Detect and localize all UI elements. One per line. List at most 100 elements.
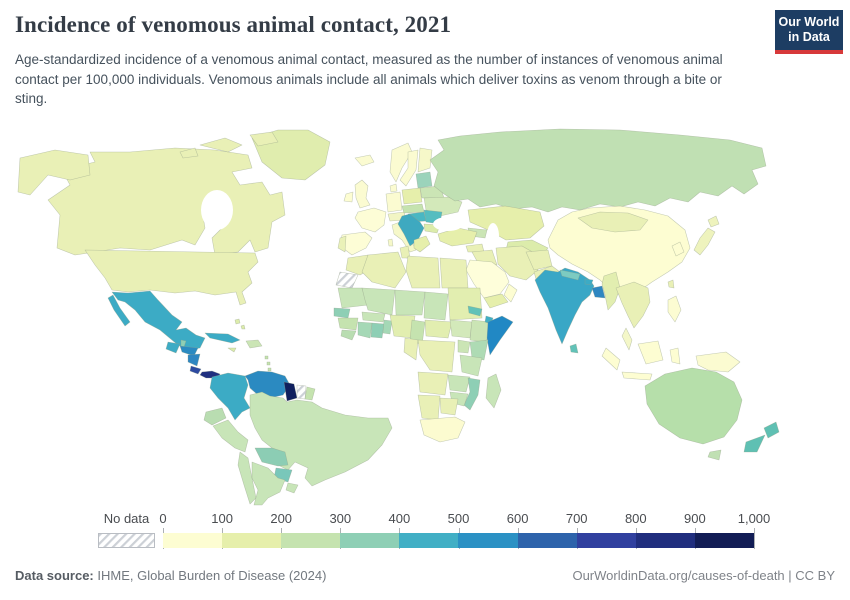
country-senegal[interactable] bbox=[333, 307, 351, 319]
country-denmark[interactable] bbox=[389, 183, 398, 193]
country-angola[interactable] bbox=[417, 371, 449, 396]
country-chile[interactable] bbox=[237, 451, 257, 505]
country-suriname[interactable] bbox=[296, 384, 307, 400]
country-egypt[interactable] bbox=[439, 257, 469, 289]
country-malaysia[interactable] bbox=[621, 327, 633, 351]
country-se-asia[interactable] bbox=[615, 281, 651, 329]
country-sri-lanka[interactable] bbox=[569, 343, 579, 354]
legend-bin-700-800[interactable] bbox=[576, 533, 636, 548]
country-bangladesh[interactable] bbox=[591, 285, 606, 299]
legend-bin-600-700[interactable] bbox=[517, 533, 577, 548]
country-uk[interactable] bbox=[354, 179, 371, 209]
country-indonesia[interactable] bbox=[601, 340, 681, 381]
country-bhutan[interactable] bbox=[584, 278, 594, 286]
country-uruguay[interactable] bbox=[285, 482, 299, 494]
country-canada-arctic-islands[interactable] bbox=[179, 131, 279, 159]
country-zambia[interactable] bbox=[447, 374, 471, 393]
country-burkina[interactable] bbox=[361, 311, 386, 323]
license-link[interactable]: OurWorldinData.org/causes-of-death | CC … bbox=[572, 568, 835, 583]
country-somalia[interactable] bbox=[486, 315, 514, 356]
country-papua-new-guinea[interactable] bbox=[695, 351, 741, 373]
country-norway[interactable] bbox=[389, 142, 413, 183]
country-korea[interactable] bbox=[671, 241, 685, 257]
legend-bin-800-900[interactable] bbox=[635, 533, 695, 548]
country-drc[interactable] bbox=[417, 339, 456, 373]
country-usa-alaska[interactable] bbox=[17, 149, 91, 196]
country-france[interactable] bbox=[354, 207, 387, 233]
country-oman[interactable] bbox=[503, 283, 518, 303]
country-mozambique[interactable] bbox=[463, 377, 481, 411]
country-argentina[interactable] bbox=[251, 461, 286, 506]
country-myanmar[interactable] bbox=[601, 271, 621, 311]
country-tanzania[interactable] bbox=[459, 354, 483, 377]
legend-bin-100-200[interactable] bbox=[222, 533, 282, 548]
country-chad[interactable] bbox=[423, 291, 449, 321]
country-tasmania[interactable] bbox=[707, 449, 722, 461]
country-botswana[interactable] bbox=[439, 397, 459, 416]
country-hispaniola[interactable] bbox=[245, 339, 263, 349]
country-portugal[interactable] bbox=[337, 235, 347, 253]
country-india[interactable] bbox=[534, 267, 595, 345]
country-germany[interactable] bbox=[385, 191, 403, 213]
country-kenya[interactable] bbox=[469, 339, 489, 361]
no-data-swatch[interactable] bbox=[98, 533, 155, 548]
country-french-guiana[interactable] bbox=[304, 386, 316, 401]
country-congo-gabon[interactable] bbox=[403, 337, 419, 361]
legend-bin-200-300[interactable] bbox=[281, 533, 341, 548]
country-algeria[interactable] bbox=[361, 251, 407, 289]
country-mexico[interactable] bbox=[111, 290, 206, 351]
legend-bin-0-100[interactable] bbox=[163, 533, 223, 548]
country-guinea[interactable] bbox=[337, 317, 359, 331]
country-china[interactable] bbox=[547, 205, 691, 297]
legend-bin-500-600[interactable] bbox=[458, 533, 518, 548]
country-nicaragua[interactable] bbox=[187, 353, 201, 367]
country-taiwan[interactable] bbox=[667, 279, 675, 289]
country-ivory-coast[interactable] bbox=[357, 321, 373, 339]
country-venezuela[interactable] bbox=[244, 370, 291, 399]
country-nepal[interactable] bbox=[559, 269, 581, 281]
country-japan[interactable] bbox=[693, 215, 720, 256]
country-mali[interactable] bbox=[361, 287, 396, 316]
country-central-african-republic[interactable] bbox=[424, 319, 453, 339]
country-usa[interactable] bbox=[84, 249, 259, 306]
country-namibia[interactable] bbox=[417, 394, 441, 421]
country-madagascar[interactable] bbox=[485, 373, 502, 409]
country-libya[interactable] bbox=[405, 255, 441, 289]
country-western-sahara[interactable] bbox=[335, 271, 359, 289]
country-peru[interactable] bbox=[212, 419, 249, 453]
country-eritrea[interactable] bbox=[467, 305, 483, 317]
country-guyana[interactable] bbox=[283, 381, 298, 402]
country-finland[interactable] bbox=[417, 147, 433, 173]
country-ireland[interactable] bbox=[343, 191, 354, 203]
country-guatemala[interactable] bbox=[165, 341, 181, 354]
country-kazakhstan[interactable] bbox=[467, 205, 545, 241]
country-yemen[interactable] bbox=[483, 293, 509, 309]
country-sierra-leone[interactable] bbox=[340, 329, 357, 341]
country-south-sudan[interactable] bbox=[449, 319, 473, 339]
country-iceland[interactable] bbox=[354, 154, 375, 167]
country-greece[interactable] bbox=[413, 235, 431, 253]
country-baltics[interactable] bbox=[415, 171, 433, 189]
country-ecuador[interactable] bbox=[203, 407, 227, 426]
country-uganda[interactable] bbox=[457, 339, 471, 354]
country-lesser-antilles[interactable] bbox=[264, 355, 272, 372]
legend-bin-300-400[interactable] bbox=[340, 533, 400, 548]
country-colombia[interactable] bbox=[209, 372, 251, 421]
country-ghana[interactable] bbox=[370, 322, 385, 339]
country-canada[interactable] bbox=[47, 147, 286, 256]
country-mongolia[interactable] bbox=[577, 211, 649, 233]
country-togo-benin[interactable] bbox=[382, 319, 393, 335]
country-bolivia[interactable] bbox=[254, 447, 289, 467]
country-russia[interactable] bbox=[429, 128, 767, 213]
country-australia[interactable] bbox=[644, 367, 743, 445]
country-czech-slovakia[interactable] bbox=[401, 203, 425, 214]
legend-bin-400-500[interactable] bbox=[399, 533, 459, 548]
country-cuba[interactable] bbox=[204, 332, 241, 344]
country-niger[interactable] bbox=[394, 289, 426, 316]
country-mexico-baja[interactable] bbox=[107, 294, 131, 327]
country-south-africa[interactable] bbox=[419, 416, 466, 443]
country-poland[interactable] bbox=[401, 187, 423, 205]
country-costa-rica[interactable] bbox=[189, 365, 202, 375]
country-bahamas[interactable] bbox=[234, 318, 246, 330]
country-saudi-arabia[interactable] bbox=[465, 259, 510, 299]
